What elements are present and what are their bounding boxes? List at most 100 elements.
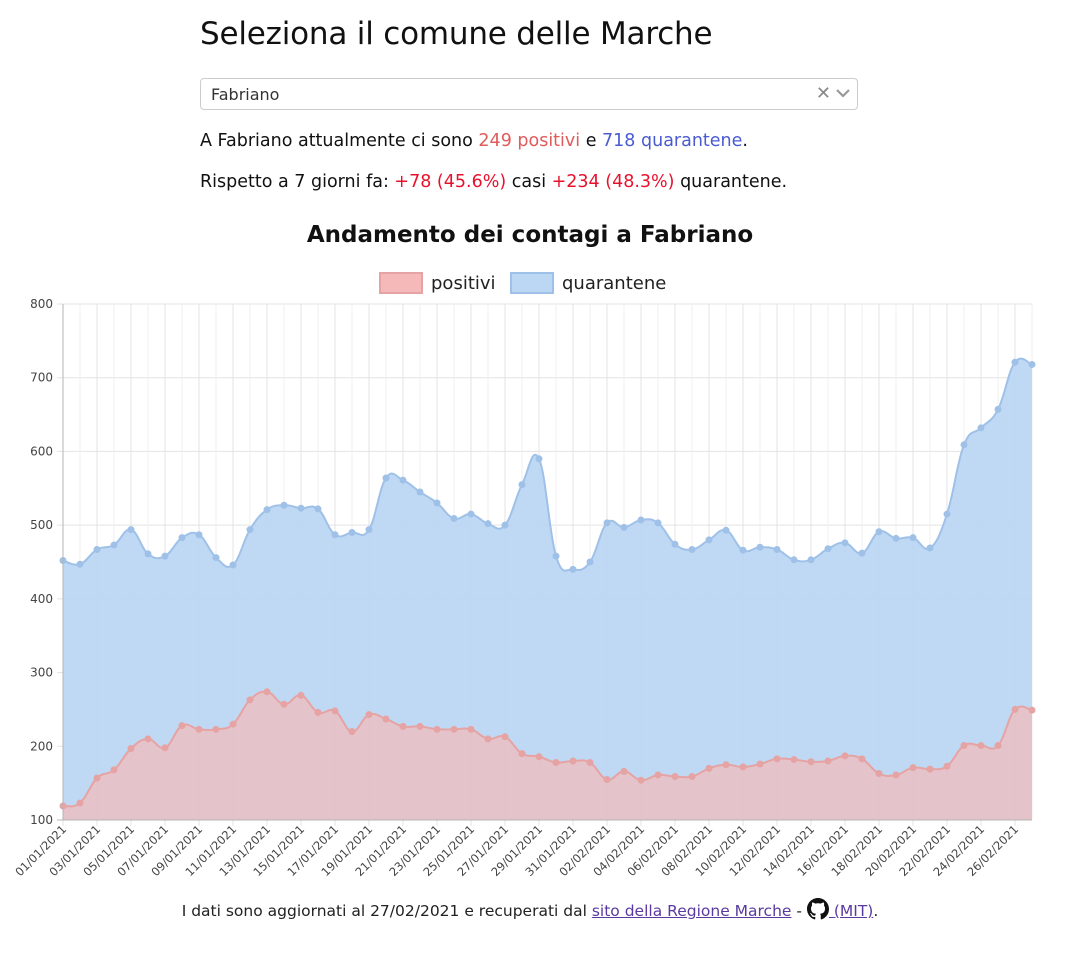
quarantene-point <box>382 474 390 482</box>
quarantene-point <box>1011 358 1019 366</box>
quarantene-point <box>110 541 118 549</box>
quarantene-point <box>535 455 543 463</box>
positivi-line <box>62 690 1033 808</box>
quarantene-point <box>620 523 628 531</box>
cases-word: casi <box>506 172 552 192</box>
page-title: Seleziona il comune delle Marche <box>200 16 713 52</box>
quarantene-point <box>654 519 662 527</box>
quarantene-point <box>926 544 934 552</box>
positivi-point <box>297 691 305 699</box>
positivi-point <box>977 742 985 750</box>
quarantene-point <box>909 534 917 542</box>
positivi-point <box>518 750 526 758</box>
quarantene-point <box>246 526 254 534</box>
y-tick-label: 200 <box>30 739 53 753</box>
positivi-point <box>178 722 186 730</box>
chart-legend: positivi quarantene <box>379 272 666 294</box>
positivi-point <box>637 776 645 784</box>
github-link[interactable]: (MIT) <box>806 898 874 920</box>
positivi-point <box>858 755 866 763</box>
quarantene-point <box>637 516 645 524</box>
chevron-down-icon[interactable] <box>835 85 851 101</box>
cases-delta: +78 (45.6%) <box>394 172 507 192</box>
positivi-point <box>671 773 679 781</box>
positivi-point <box>824 757 832 765</box>
github-icon <box>806 898 829 920</box>
quarantene-point <box>484 520 492 528</box>
quarantene-line <box>62 357 1033 572</box>
positivi-point <box>926 765 934 773</box>
positivi-point <box>110 766 118 774</box>
chart-title: Andamento dei contagi a Fabriano <box>306 222 754 248</box>
positivi-point <box>569 757 577 765</box>
quarantene-point <box>569 565 577 573</box>
license-label: (MIT) <box>833 902 874 920</box>
positivi-series <box>59 688 1036 820</box>
positivi-point <box>943 762 951 770</box>
positivi-point <box>603 775 611 783</box>
quarantene-point <box>501 521 509 529</box>
clear-icon[interactable]: ✕ <box>815 83 831 104</box>
positivi-point <box>280 700 288 708</box>
quarantene-point <box>943 510 951 518</box>
select-value: Fabriano <box>211 85 280 104</box>
quarantene-point <box>688 545 696 553</box>
positivi-point <box>773 755 781 763</box>
y-tick-label: 100 <box>30 813 53 827</box>
positivi-point <box>161 744 169 752</box>
quarantene-point <box>518 481 526 489</box>
positivi-point <box>433 725 441 733</box>
quarantene-point <box>790 556 798 564</box>
legend-label: positivi <box>431 273 496 294</box>
positivi-point <box>229 720 237 728</box>
legend-label: quarantene <box>562 273 666 294</box>
weekly-comparison: Rispetto a 7 giorni fa: +78 (45.6%) casi… <box>200 172 787 192</box>
positivi-point <box>399 722 407 730</box>
positivi-point <box>212 725 220 733</box>
positivi-area <box>63 691 1032 820</box>
quarantene-point <box>263 506 271 514</box>
quarantene-point <box>552 552 560 560</box>
positivi-point <box>76 799 84 807</box>
positivi-point <box>416 722 424 730</box>
positivi-point <box>586 759 594 767</box>
quarantene-point <box>705 536 713 544</box>
positivi-point <box>246 696 254 704</box>
positivi-point <box>127 744 135 752</box>
positivi-point <box>790 756 798 764</box>
quarantene-point <box>603 519 611 527</box>
quarantene-point <box>807 556 815 564</box>
y-tick-label: 400 <box>30 592 53 606</box>
quarantene-point <box>824 545 832 553</box>
municipality-select[interactable]: Fabriano ✕ <box>200 78 858 110</box>
summary-suffix: . <box>742 131 748 151</box>
weekly-prefix: Rispetto a 7 giorni fa: <box>200 172 395 192</box>
positivi-point <box>331 707 339 715</box>
legend-swatch <box>379 272 423 294</box>
quarantene-point <box>127 526 135 534</box>
quarantene-point <box>365 526 373 534</box>
positivi-point <box>960 742 968 750</box>
y-tick-label: 500 <box>30 518 53 532</box>
quarantene-point <box>348 529 356 537</box>
positivi-point <box>654 771 662 779</box>
quarantene-point <box>722 526 730 534</box>
positivi-point <box>722 761 730 769</box>
quarantene-point <box>994 405 1002 413</box>
regione-marche-link[interactable]: sito della Regione Marche <box>591 902 792 920</box>
positivi-point <box>552 759 560 767</box>
positivi-point <box>535 753 543 761</box>
quarantene-point <box>433 499 441 507</box>
quarantene-word: quarantene. <box>674 172 788 192</box>
summary-and: e <box>580 131 603 151</box>
quarantene-point <box>977 424 985 432</box>
footer-sep: - <box>791 902 807 920</box>
quarantene-point <box>960 441 968 449</box>
positivi-point <box>705 764 713 772</box>
footer-text: I dati sono aggiornati al 27/02/2021 e r… <box>181 902 592 920</box>
quarantene-point <box>773 545 781 553</box>
quarantene-point <box>1028 360 1036 368</box>
quarantene-point <box>93 545 101 553</box>
positivi-point <box>144 735 152 743</box>
